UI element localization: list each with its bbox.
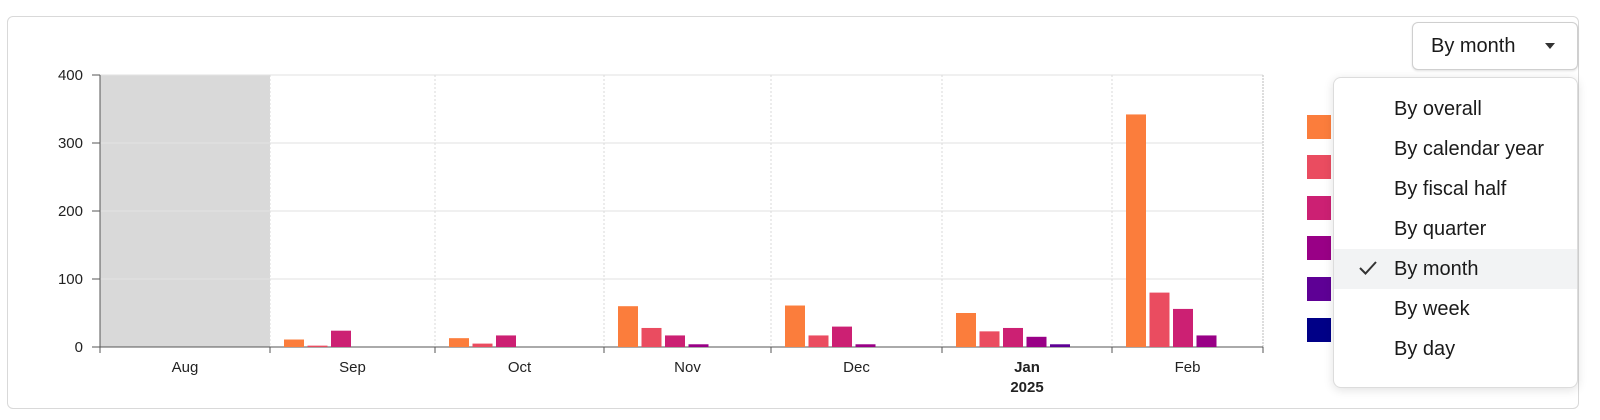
legend-swatch [1307,196,1331,220]
bar [832,326,852,347]
bar-chart: 0 100 200 300 400 Aug Sep Oct Nov Dec Jan 2025 Feb [58,67,1264,396]
menu-item-label: By week [1394,297,1470,320]
period-dropdown-menu: By overall By calendar year By fiscal half… [1333,77,1578,388]
checkmark-icon [1358,258,1378,278]
bar [956,313,976,347]
bar [449,338,469,347]
bar [1026,336,1047,347]
x-category-label: Nov [674,359,701,376]
menu-item-by-week[interactable]: By week [1334,289,1577,329]
bar [472,343,493,347]
x-category-label: Dec [843,359,870,376]
bar [496,335,516,347]
y-tick-label: 300 [58,135,83,152]
legend-swatch [1307,155,1331,179]
bar [1149,292,1170,347]
bar [1196,335,1217,347]
y-tick-label: 100 [58,271,83,288]
menu-item-label: By month [1394,257,1479,280]
bar [1050,344,1070,347]
bar [665,335,685,347]
menu-item-by-day[interactable]: By day [1334,329,1577,369]
period-dropdown-button[interactable]: By month [1412,22,1578,70]
bar [1126,114,1146,347]
menu-item-label: By overall [1394,97,1482,120]
bar [307,345,328,347]
x-category-sublabel: 2025 [1010,379,1043,396]
menu-item-by-fiscal-half[interactable]: By fiscal half [1334,169,1577,209]
menu-item-label: By fiscal half [1394,177,1507,200]
menu-item-label: By calendar year [1394,137,1545,160]
caret-down-icon [1545,43,1555,49]
bar [331,330,351,347]
x-category-label: Oct [508,359,532,376]
legend-swatch [1307,277,1331,301]
bar [1003,327,1023,347]
bar [979,331,1000,347]
x-category-label: Aug [172,359,199,376]
menu-item-by-quarter[interactable]: By quarter [1334,209,1577,249]
bar [1173,308,1193,347]
period-dropdown-label: By month [1431,34,1516,57]
bar [785,305,805,347]
bar [808,335,829,347]
bar [618,306,638,347]
bar [855,344,876,347]
legend-swatch [1307,236,1331,260]
legend-swatch [1307,115,1331,139]
menu-item-label: By day [1394,337,1456,360]
y-tick-label: 200 [58,203,83,220]
x-category-label: Feb [1175,359,1201,376]
x-category-label: Jan [1014,359,1040,376]
y-tick-label: 0 [75,339,83,356]
menu-item-by-calendar-year[interactable]: By calendar year [1334,129,1577,169]
bar [641,327,662,347]
menu-item-by-month[interactable]: By month [1334,249,1577,289]
x-category-label: Sep [339,359,366,376]
menu-item-label: By quarter [1394,217,1487,240]
menu-item-by-overall[interactable]: By overall [1334,89,1577,129]
y-tick-label: 400 [58,67,83,84]
bar [284,339,304,347]
legend-swatch [1307,318,1331,342]
bar [688,344,709,347]
